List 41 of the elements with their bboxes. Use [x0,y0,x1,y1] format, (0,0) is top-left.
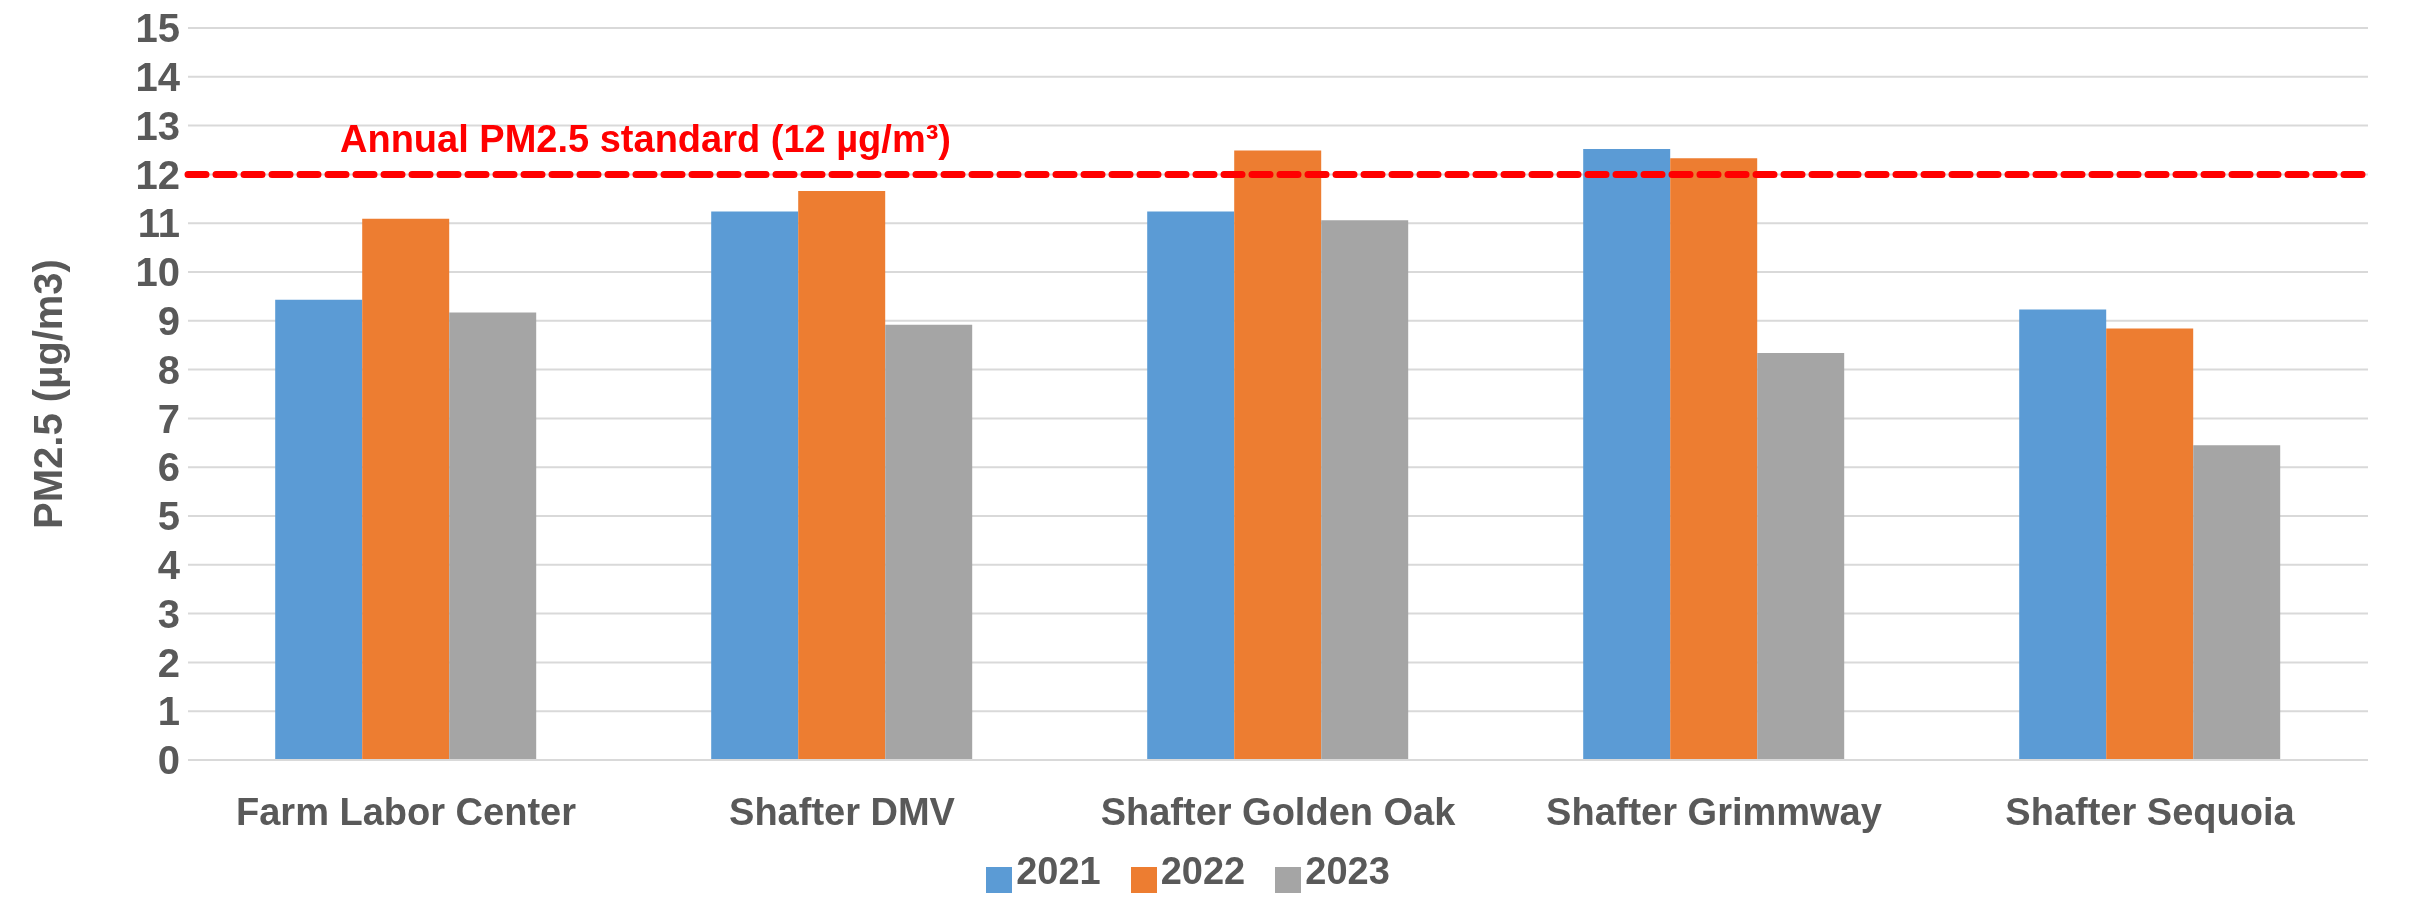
x-tick-label: Shafter DMV [729,790,956,833]
y-tick-label: 7 [157,396,180,441]
bar [1234,150,1322,760]
bar [1321,220,1409,760]
bar [885,324,973,760]
y-tick-label: 13 [135,103,180,148]
y-tick-label: 2 [157,640,180,685]
bar [362,218,450,760]
bar [1583,149,1671,760]
bar [798,190,886,760]
y-tick-label: 15 [135,6,180,51]
y-tick-label: 5 [157,494,180,539]
y-tick-label: 8 [157,347,180,392]
bar [1147,211,1235,760]
legend-label: 2022 [1160,850,1246,892]
bar [2193,445,2281,760]
x-tick-label: Shafter Grimmway [1546,790,1882,833]
y-axis-title: PM2.5 (µg/m3) [26,259,71,529]
bar [1757,353,1845,760]
bar [711,211,799,760]
bar [2019,309,2107,760]
bar [2106,328,2194,760]
legend-label: 2023 [1305,850,1390,892]
x-tick-label: Shafter Sequoia [2005,790,2296,833]
bar [1670,158,1758,760]
y-tick-label: 1 [157,689,180,734]
bar [449,312,537,760]
y-tick-label: 4 [157,543,181,587]
y-tick-label: 9 [157,299,180,343]
y-tick-label: 3 [157,591,180,636]
y-tick-label: 6 [157,445,180,490]
bar [275,299,363,760]
ref-line-label: Annual PM2.5 standard (12 µg/m³) [340,118,951,161]
y-tick-label: 0 [157,738,180,783]
y-tick-label: 14 [135,55,181,99]
legend-label: 2021 [1016,850,1101,892]
y-tick-label: 12 [135,152,180,197]
x-tick-label: Farm Labor Center [236,790,577,833]
y-tick-label: 11 [137,201,180,246]
x-tick-label: Shafter Golden Oak [1100,790,1457,833]
y-tick-label: 10 [135,250,180,295]
